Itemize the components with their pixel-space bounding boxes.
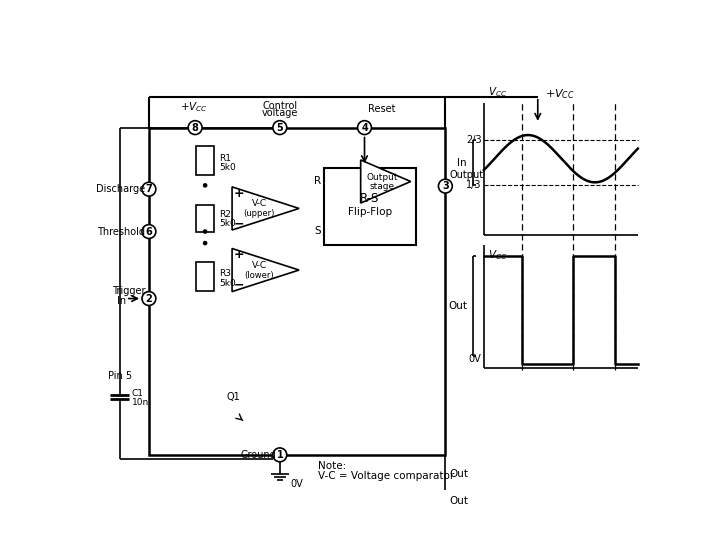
Polygon shape <box>232 187 299 230</box>
Text: 5: 5 <box>277 123 283 133</box>
Text: −: − <box>234 217 245 230</box>
Text: 0V: 0V <box>469 354 482 364</box>
Text: $+V_{CC}$: $+V_{CC}$ <box>179 100 207 114</box>
Text: Note:: Note: <box>318 461 347 471</box>
Text: S: S <box>315 226 321 236</box>
Circle shape <box>273 120 287 135</box>
Text: Threshold: Threshold <box>97 227 145 236</box>
Text: R: R <box>315 177 321 186</box>
Text: stage: stage <box>370 183 395 191</box>
Circle shape <box>142 182 156 196</box>
Text: R3: R3 <box>219 270 231 278</box>
Text: Q1: Q1 <box>227 392 240 402</box>
Text: V-C: V-C <box>252 199 267 208</box>
Text: 5k0: 5k0 <box>219 219 236 228</box>
Text: 10n: 10n <box>132 398 149 407</box>
Text: Trigger: Trigger <box>112 286 145 296</box>
Text: Out: Out <box>449 469 468 479</box>
Text: (upper): (upper) <box>243 210 275 218</box>
Text: Out: Out <box>449 496 468 506</box>
Circle shape <box>273 448 287 462</box>
Bar <box>149 128 445 455</box>
Text: Pin 5: Pin 5 <box>108 371 132 381</box>
Bar <box>196 262 214 291</box>
Text: 2/3: 2/3 <box>466 135 482 145</box>
Text: $+V_{CC}$: $+V_{CC}$ <box>546 87 576 101</box>
Text: Flip-Flop: Flip-Flop <box>347 207 392 217</box>
Circle shape <box>438 179 453 193</box>
Text: R1: R1 <box>219 154 231 163</box>
Polygon shape <box>360 160 410 203</box>
Bar <box>196 205 214 232</box>
Text: 4: 4 <box>361 123 368 133</box>
Circle shape <box>358 120 372 135</box>
Text: −: − <box>234 279 245 292</box>
Circle shape <box>142 292 156 305</box>
Text: C1: C1 <box>132 389 144 398</box>
Text: 8: 8 <box>192 123 199 133</box>
Text: $V_{CC}$: $V_{CC}$ <box>488 85 507 99</box>
Text: 2: 2 <box>146 294 152 304</box>
Text: Reset: Reset <box>368 104 396 114</box>
Text: +: + <box>234 248 245 261</box>
Text: $V_{CC}$: $V_{CC}$ <box>488 249 507 262</box>
Text: Output: Output <box>367 173 398 182</box>
Text: Output: Output <box>449 169 483 179</box>
Circle shape <box>203 183 207 188</box>
Circle shape <box>142 224 156 239</box>
Text: In: In <box>117 296 126 306</box>
Text: voltage: voltage <box>262 108 298 118</box>
Text: +: + <box>234 186 245 200</box>
Text: 3: 3 <box>442 181 449 191</box>
Text: 1/3: 1/3 <box>466 180 482 190</box>
Text: 0V: 0V <box>290 479 303 489</box>
Text: V-C: V-C <box>252 261 267 270</box>
Text: Control: Control <box>262 101 297 111</box>
Text: 7: 7 <box>146 184 152 194</box>
Circle shape <box>188 120 202 135</box>
Bar <box>196 146 214 175</box>
Text: R2: R2 <box>219 210 231 219</box>
Polygon shape <box>232 249 299 292</box>
Text: 1: 1 <box>277 450 283 460</box>
Text: Out: Out <box>448 301 467 311</box>
Circle shape <box>203 229 207 234</box>
Text: 5k0: 5k0 <box>219 279 236 288</box>
Text: (lower): (lower) <box>245 271 274 280</box>
Text: In: In <box>458 157 467 168</box>
Text: 5k0: 5k0 <box>219 163 236 172</box>
Text: Ground: Ground <box>240 450 276 460</box>
Text: Discharge: Discharge <box>96 184 145 194</box>
Text: V-C = Voltage comparator: V-C = Voltage comparator <box>318 471 455 481</box>
Bar <box>324 168 416 245</box>
Circle shape <box>203 241 207 245</box>
Text: 6: 6 <box>146 227 152 236</box>
Text: R-S: R-S <box>360 192 380 205</box>
